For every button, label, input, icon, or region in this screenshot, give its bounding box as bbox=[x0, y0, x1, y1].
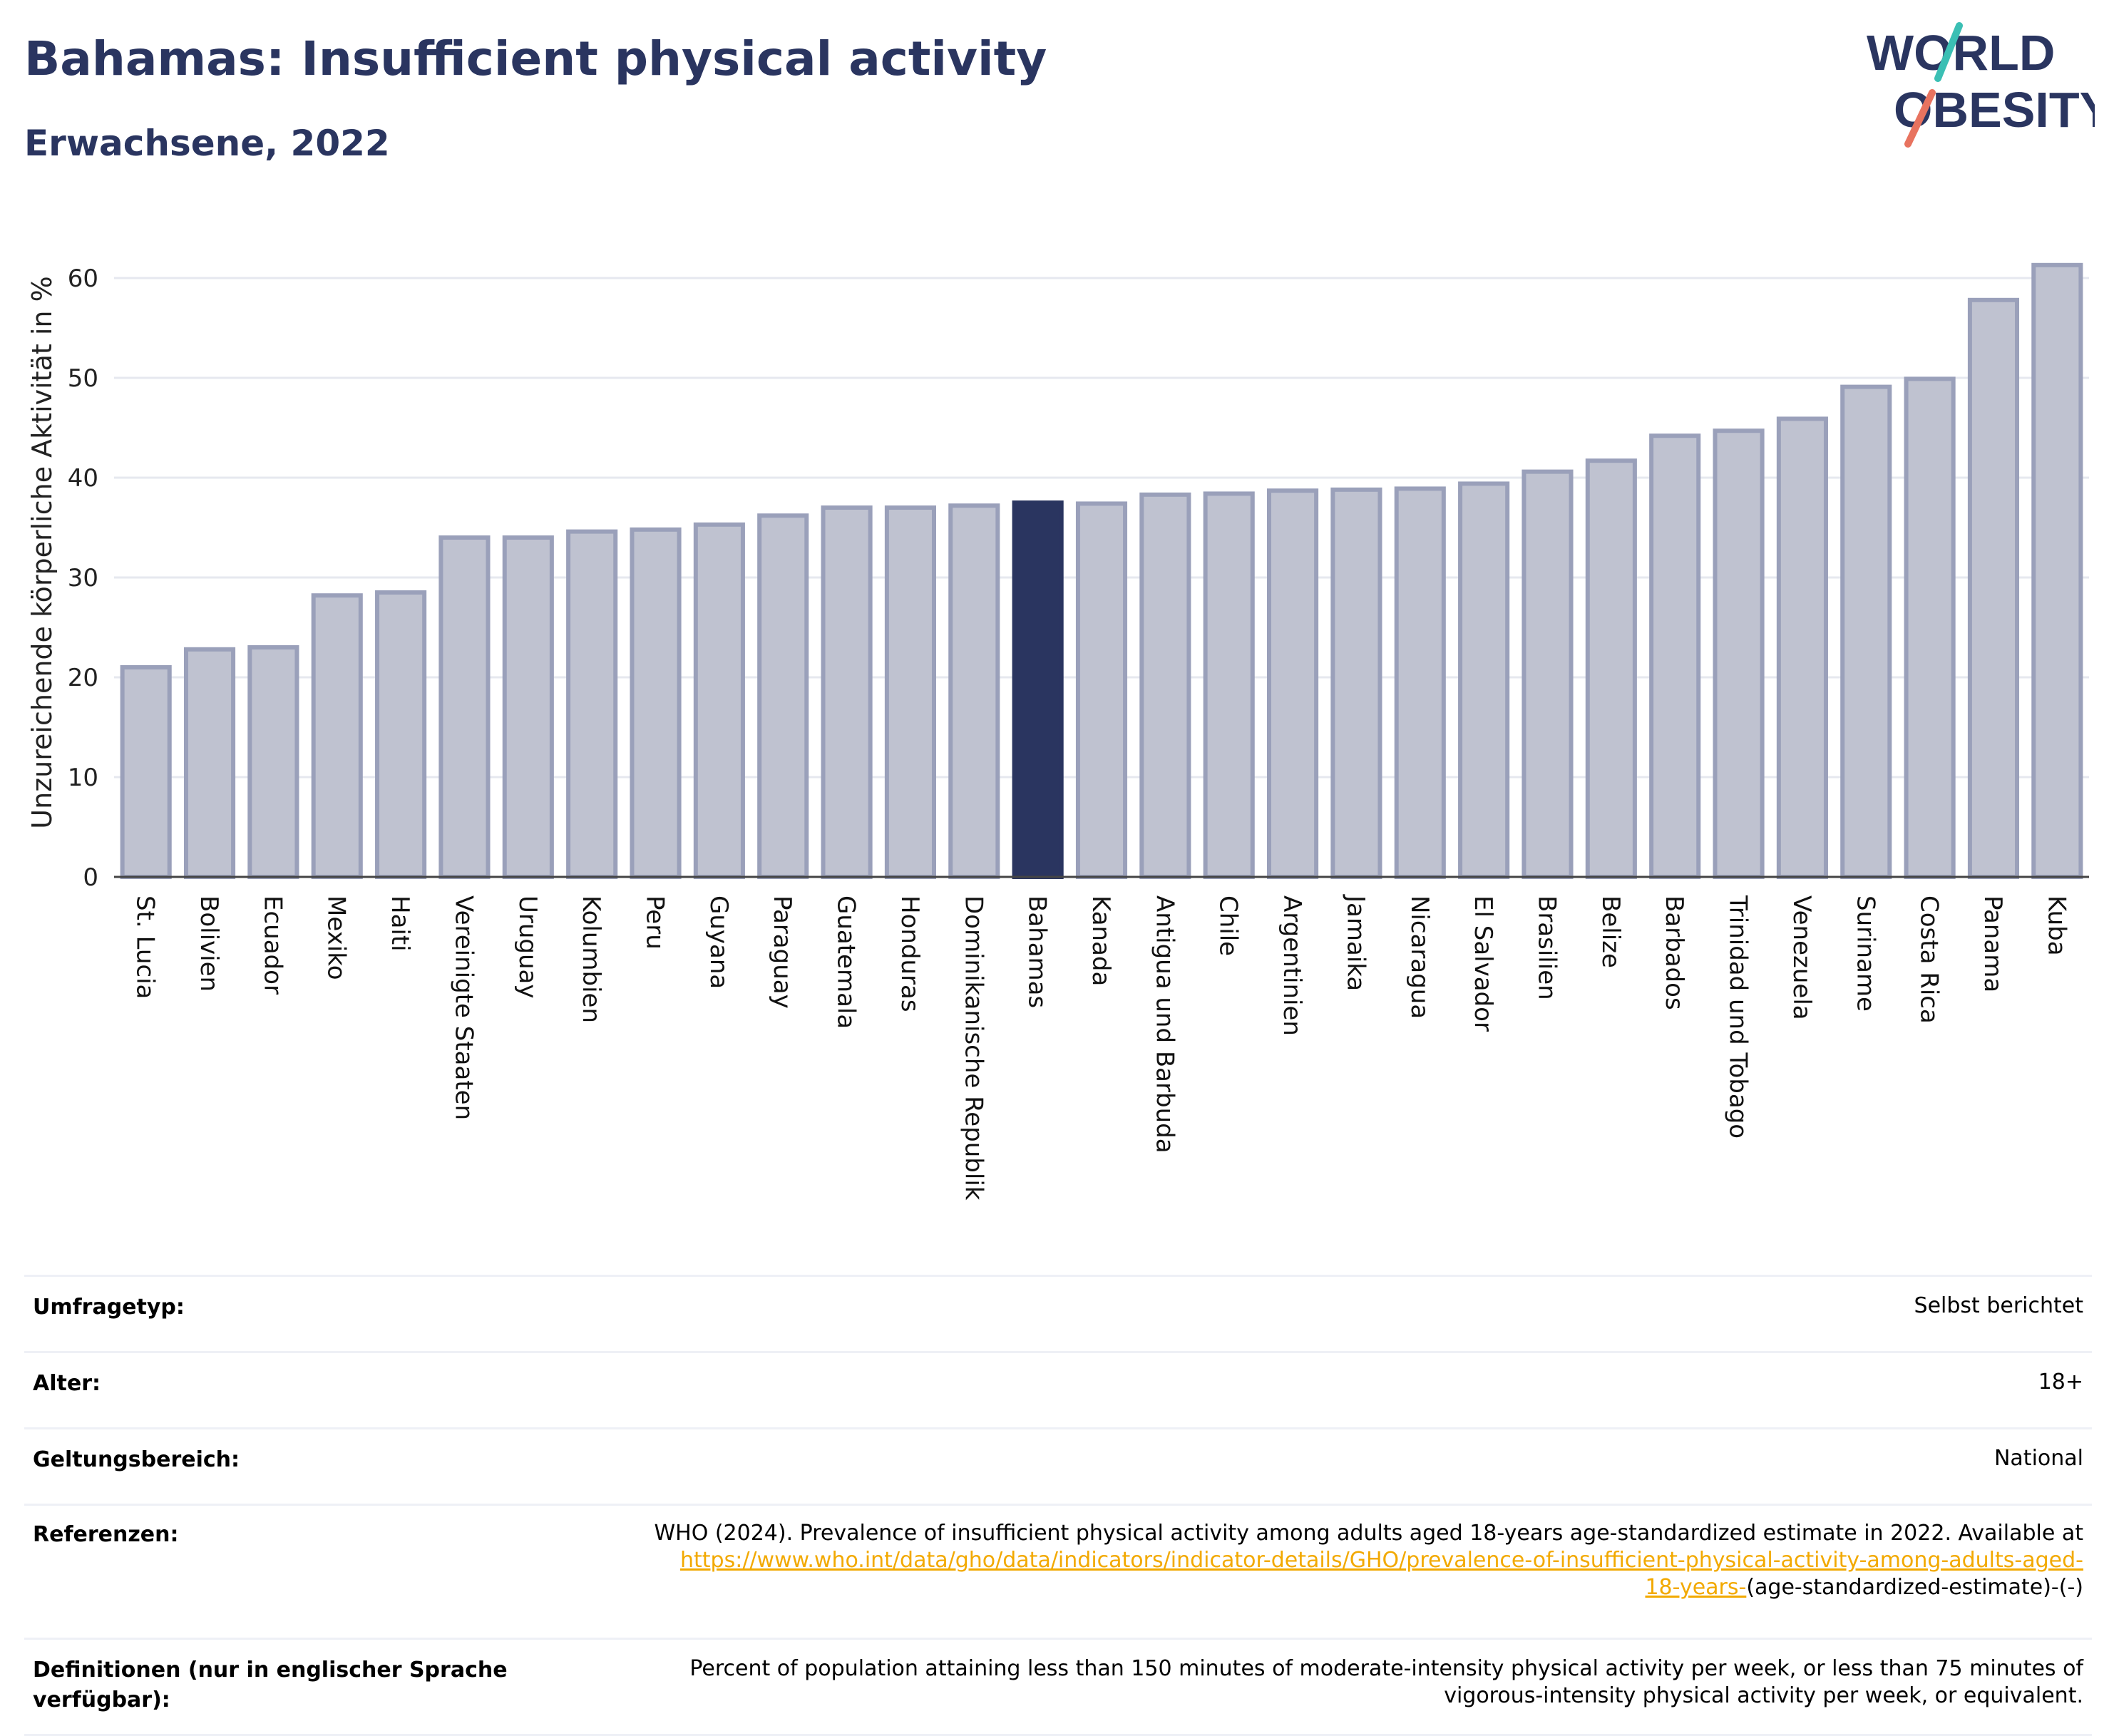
info-row-definitions: Definitionen (nur in englischer Sprache … bbox=[24, 1638, 2092, 1736]
bar-costa-rica bbox=[1904, 376, 1956, 879]
x-tick-label: Dominikanische Republik bbox=[959, 895, 987, 1201]
bar-antigua-und-barbuda bbox=[1139, 492, 1191, 879]
bar-guatemala bbox=[821, 505, 873, 879]
info-row-references: Referenzen: WHO (2024). Prevalence of in… bbox=[24, 1504, 2092, 1639]
y-tick-label: 30 bbox=[68, 564, 98, 592]
logo-slash-coral bbox=[1904, 89, 1936, 148]
x-tick-label: Bolivien bbox=[195, 895, 223, 992]
x-tick-label: Argentinien bbox=[1278, 895, 1306, 1036]
bar-kuba bbox=[2031, 262, 2083, 880]
bar-ecuador bbox=[247, 645, 299, 879]
references-label: Referenzen: bbox=[24, 1504, 540, 1639]
definitions-label: Definitionen (nur in englischer Sprache … bbox=[24, 1638, 540, 1736]
x-tick-label: Chile bbox=[1214, 895, 1243, 956]
x-tick-label: Suriname bbox=[1851, 895, 1879, 1012]
bar-argentinien bbox=[1267, 488, 1319, 879]
info-row-survey-type: Umfragetyp: Selbst berichtet bbox=[24, 1275, 2092, 1352]
info-row-scope: Geltungsbereich: National bbox=[24, 1427, 2092, 1505]
bar-brasilien bbox=[1522, 469, 1574, 880]
logo-slash-teal bbox=[1934, 22, 1963, 82]
x-tick-label: Kanada bbox=[1087, 895, 1115, 986]
bar-panama bbox=[1967, 297, 2020, 880]
bar-kolumbien bbox=[566, 529, 618, 879]
age-label: Alter: bbox=[24, 1351, 540, 1429]
bar-kanada bbox=[1075, 501, 1128, 879]
world-obesity-logo: WORLD OBESITY bbox=[1867, 21, 2109, 157]
x-tick-label: Peru bbox=[641, 895, 669, 950]
bar-venezuela bbox=[1776, 416, 1828, 879]
definitions-value: Percent of population attaining less tha… bbox=[540, 1638, 2092, 1736]
survey-type-value: Selbst berichtet bbox=[540, 1275, 2092, 1352]
bar-bahamas bbox=[1012, 500, 1064, 879]
x-tick-label: El Salvador bbox=[1469, 895, 1497, 1032]
bar-mexiko bbox=[311, 593, 363, 879]
scope-label: Geltungsbereich: bbox=[24, 1427, 540, 1505]
x-tick-label: Honduras bbox=[896, 895, 924, 1012]
bar-barbados bbox=[1649, 433, 1701, 879]
references-text: WHO (2024). Prevalence of insufficient p… bbox=[654, 1521, 2083, 1546]
x-tick-label: Venezuela bbox=[1787, 895, 1816, 1020]
chart-title: Bahamas: Insufficient physical activity bbox=[24, 31, 1047, 86]
x-tick-label: Vereinigte Staaten bbox=[449, 895, 478, 1120]
bar-uruguay bbox=[502, 535, 554, 879]
x-tick-label: Brasilien bbox=[1532, 895, 1561, 1000]
y-axis-label: Unzureichende körperliche Aktivität in % bbox=[26, 276, 58, 828]
bars bbox=[120, 262, 2083, 880]
x-tick-label: Paraguay bbox=[768, 895, 796, 1009]
bar-guyana bbox=[693, 522, 745, 879]
bar-vereinigte-staaten bbox=[438, 535, 491, 879]
x-tick-label: Trinidad und Tobago bbox=[1724, 895, 1753, 1139]
bar-jamaika bbox=[1330, 487, 1382, 879]
y-tick-label: 60 bbox=[68, 264, 98, 293]
x-tick-label: Belize bbox=[1596, 895, 1625, 968]
y-tick-label: 0 bbox=[83, 863, 98, 892]
bar-trinidad-und-tobago bbox=[1713, 428, 1765, 879]
x-tick-label: Kolumbien bbox=[577, 895, 605, 1023]
y-tick-labels: 0 10 20 30 40 50 60 bbox=[68, 264, 98, 892]
x-tick-label: Guatemala bbox=[832, 895, 861, 1029]
x-tick-labels: St. Lucia Bolivien Ecuador Mexiko Haiti Verei… bbox=[131, 894, 2071, 1201]
bar-st.-lucia bbox=[120, 665, 172, 879]
y-tick-label: 20 bbox=[68, 664, 98, 692]
x-tick-label: Mexiko bbox=[322, 895, 351, 980]
bar-bolivien bbox=[183, 647, 236, 879]
x-tick-label: Antigua und Barbuda bbox=[1150, 895, 1179, 1154]
x-tick-label: Uruguay bbox=[513, 895, 542, 999]
survey-type-label: Umfragetyp: bbox=[24, 1275, 540, 1352]
bar-chart: 0 10 20 30 40 50 60 St. Lucia Bolivien Ecuador Me… bbox=[26, 262, 2089, 1201]
y-tick-label: 40 bbox=[68, 464, 98, 493]
chart-subtitle: Erwachsene, 2022 bbox=[24, 123, 390, 164]
x-tick-label: Bahamas bbox=[1023, 895, 1052, 1008]
bar-dominikanische-republik bbox=[948, 503, 1000, 879]
x-tick-label: Nicaragua bbox=[1405, 895, 1434, 1019]
bar-belize bbox=[1585, 458, 1637, 879]
bar-nicaragua bbox=[1394, 486, 1446, 879]
bar-paraguay bbox=[757, 513, 809, 879]
bar-haiti bbox=[375, 590, 427, 879]
references-suffix: (age-standardized-estimate)-(-) bbox=[1746, 1575, 2083, 1600]
info-table: Umfragetyp: Selbst berichtet Alter: 18+ … bbox=[24, 1275, 2092, 1736]
info-row-age: Alter: 18+ bbox=[24, 1351, 2092, 1429]
bar-el-salvador bbox=[1458, 481, 1510, 879]
x-tick-label: Barbados bbox=[1660, 895, 1688, 1010]
x-tick-label: Panama bbox=[1979, 895, 2007, 992]
x-tick-label: St. Lucia bbox=[131, 895, 160, 999]
bar-honduras bbox=[884, 505, 936, 879]
scope-value: National bbox=[540, 1427, 2092, 1505]
bar-chile bbox=[1203, 491, 1255, 879]
bar-suriname bbox=[1840, 384, 1892, 880]
y-tick-label: 50 bbox=[68, 364, 98, 393]
x-tick-label: Kuba bbox=[2042, 895, 2070, 956]
bar-peru bbox=[630, 527, 682, 879]
x-tick-label: Costa Rica bbox=[1915, 895, 1944, 1024]
x-tick-label: Ecuador bbox=[258, 895, 287, 995]
x-tick-label: Haiti bbox=[386, 895, 414, 952]
x-tick-label: Jamaika bbox=[1341, 894, 1370, 991]
logo-word-1: WORLD bbox=[1867, 25, 2055, 81]
age-value: 18+ bbox=[540, 1351, 2092, 1429]
y-tick-label: 10 bbox=[68, 764, 98, 792]
references-value: WHO (2024). Prevalence of insufficient p… bbox=[540, 1504, 2092, 1639]
references-link[interactable]: https://www.who.int/data/gho/data/indica… bbox=[680, 1548, 2083, 1600]
x-tick-label: Guyana bbox=[704, 895, 733, 989]
